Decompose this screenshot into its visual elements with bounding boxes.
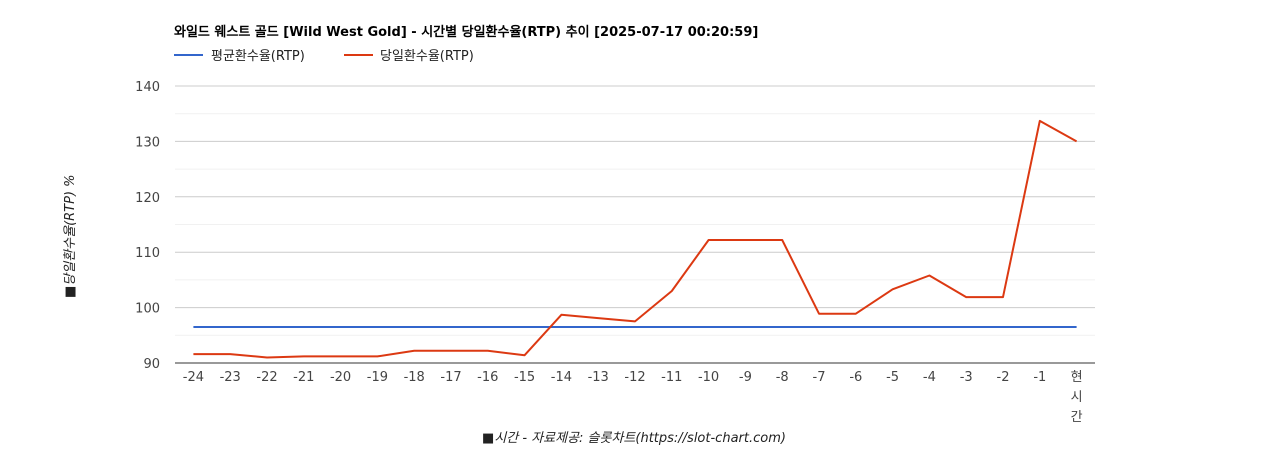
legend: 평균환수율(RTP) 당일환수율(RTP) [174, 49, 474, 64]
data-point-average [743, 325, 747, 329]
y-axis-label: ■당일환수율(RTP) % [63, 174, 78, 298]
data-point-average [1038, 325, 1042, 329]
data-point-average [302, 325, 306, 329]
data-point-daily [339, 354, 343, 358]
data-point-average [964, 325, 968, 329]
data-point-daily [1075, 139, 1079, 143]
x-tick-label: -18 [404, 370, 425, 385]
y-tick-label: 130 [135, 135, 160, 150]
data-point-average [449, 325, 453, 329]
data-point-daily [449, 349, 453, 353]
series-line-daily [193, 119, 1078, 359]
data-point-average [1001, 325, 1005, 329]
x-tick-label: -5 [886, 370, 899, 385]
data-point-average [228, 325, 232, 329]
x-tick-label: -24 [183, 370, 204, 385]
data-point-daily [1038, 119, 1042, 123]
x-tick-label: -22 [256, 370, 277, 385]
x-tick-label: -13 [588, 370, 609, 385]
data-point-daily [854, 312, 858, 316]
data-point-daily [743, 238, 747, 242]
legend-label-daily: 당일환수율(RTP) [380, 49, 474, 64]
x-tick-label: -14 [551, 370, 572, 385]
x-tick-label: -10 [698, 370, 719, 385]
data-point-average [523, 325, 527, 329]
x-axis-ticks: -24 -23 -22 -21 -20 -19 -18 -17 -16 -15 -14 -13 -12 -… [183, 370, 1083, 425]
x-tick-label: -16 [477, 370, 498, 385]
data-point-average [1075, 325, 1079, 329]
data-point-daily [523, 353, 527, 357]
data-point-daily [707, 238, 711, 242]
x-tick-label: -4 [923, 370, 936, 385]
data-point-average [780, 325, 784, 329]
y-tick-label: 90 [143, 357, 160, 372]
y-tick-label: 140 [135, 80, 160, 95]
series-lines [191, 119, 1079, 359]
y-tick-label: 100 [135, 302, 160, 317]
y-axis-ticks: 90 100 110 120 130 140 [135, 80, 160, 372]
y-tick-label: 120 [135, 191, 160, 206]
data-point-average [670, 325, 674, 329]
data-point-daily [302, 354, 306, 358]
data-point-average [375, 325, 379, 329]
data-point-average [339, 325, 343, 329]
x-tick-label: -23 [220, 370, 241, 385]
data-point-daily [780, 238, 784, 242]
data-point-average [596, 325, 600, 329]
x-tick-label: -11 [661, 370, 682, 385]
data-point-daily [412, 349, 416, 353]
data-point-average [707, 325, 711, 329]
data-point-average [817, 325, 821, 329]
x-tick-label: -7 [813, 370, 826, 385]
data-point-average [265, 325, 269, 329]
data-point-average [191, 325, 195, 329]
gridlines [175, 85, 1095, 364]
x-tick-label: -15 [514, 370, 535, 385]
x-tick-label: -1 [1033, 370, 1046, 385]
x-tick-label: -9 [739, 370, 752, 385]
data-point-daily [228, 352, 232, 356]
legend-label-average: 평균환수율(RTP) [211, 49, 305, 64]
x-tick-label: -2 [997, 370, 1010, 385]
data-point-daily [964, 295, 968, 299]
x-tick-label: -17 [440, 370, 461, 385]
data-point-daily [559, 313, 563, 317]
data-point-daily [486, 349, 490, 353]
data-point-daily [265, 355, 269, 359]
data-point-average [559, 325, 563, 329]
x-axis-label: ■시간 - 자료제공: 슬롯차트(https://slot-chart.com) [482, 431, 786, 446]
data-point-average [486, 325, 490, 329]
data-point-daily [633, 319, 637, 323]
data-point-average [633, 325, 637, 329]
data-point-daily [891, 287, 895, 291]
data-point-daily [596, 316, 600, 320]
x-tick-label: -8 [776, 370, 789, 385]
data-point-daily [375, 354, 379, 358]
data-point-average [891, 325, 895, 329]
data-point-average [927, 325, 931, 329]
data-point-daily [927, 273, 931, 277]
x-tick-label: -21 [293, 370, 314, 385]
data-point-daily [1001, 295, 1005, 299]
x-tick-label: -19 [367, 370, 388, 385]
x-tick-label: -6 [849, 370, 862, 385]
data-point-daily [670, 289, 674, 293]
y-tick-label: 110 [135, 246, 160, 261]
x-tick-label: -3 [960, 370, 973, 385]
data-point-average [854, 325, 858, 329]
data-point-daily [817, 312, 821, 316]
x-tick-label: -12 [624, 370, 645, 385]
x-tick-label: -20 [330, 370, 351, 385]
chart-title: 와일드 웨스트 골드 [Wild West Gold] - 시간별 당일환수율(… [174, 24, 758, 40]
data-point-average [412, 325, 416, 329]
data-point-daily [191, 352, 195, 356]
